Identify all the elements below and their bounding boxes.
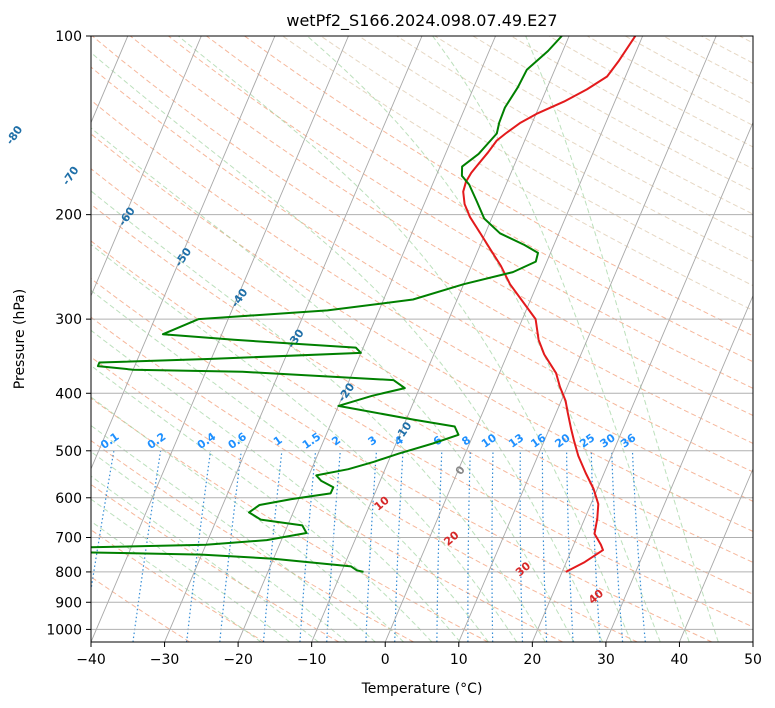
plot-frame: [90, 35, 754, 643]
moist-adiabat-line: [91, 243, 518, 642]
moist-adiabat-line: [177, 36, 632, 642]
isotherm-line: [237, 36, 496, 642]
plot-background: [91, 36, 753, 642]
dry-adiabat-line: [91, 356, 563, 642]
dry-adiabat-line: [91, 397, 489, 642]
x-tick-label: 0: [381, 652, 390, 668]
x-tick-label: 20: [523, 652, 541, 668]
x-tick-label: 30: [597, 652, 615, 668]
profile-lines: [91, 36, 637, 573]
mixing-ratio-line: [219, 450, 242, 642]
isotherm-line: [384, 36, 644, 642]
dry-adiabat-line: [91, 483, 340, 642]
mixing-ratio-line: [394, 450, 404, 642]
moist-adiabat-line: [432, 36, 690, 642]
moist-adiabat-line: [91, 289, 489, 642]
isotherm-line: [311, 36, 570, 642]
moist-adiabat-line: [91, 498, 291, 642]
moist-adiabat-line: [91, 329, 461, 642]
y-tick-label: 200: [55, 208, 82, 224]
mixing-ratio-line: [631, 450, 646, 642]
dry-adiabat-line: [244, 36, 753, 337]
y-tick-label: 800: [55, 565, 82, 581]
isotherm-line: [458, 36, 717, 642]
x-tick-label: −10: [297, 652, 327, 668]
y-tick-label: 700: [55, 531, 82, 547]
isotherm-line: [531, 121, 753, 642]
dry-adiabat-label: -80: [3, 123, 25, 147]
x-tick-label: 50: [744, 652, 762, 668]
moist-adiabat-line: [91, 520, 262, 642]
mixing-ratio-line: [590, 450, 601, 642]
moist-adiabat-line: [91, 475, 319, 642]
mixing-ratio-line: [365, 450, 378, 642]
isotherm-line: [164, 36, 423, 642]
dry-adiabat-line: [91, 277, 713, 642]
moist-adiabat-line: [91, 190, 546, 642]
x-axis: −40 −30 −20 −10 0 10 20 30 40 50: [76, 642, 762, 668]
y-tick-label: 500: [55, 444, 82, 460]
x-tick-label: 40: [671, 652, 689, 668]
isotherm-line: [91, 36, 202, 297]
y-axis: 100 200 300 400 500 600 700 800 900 1000: [46, 29, 91, 638]
moist-adiabat-line: [91, 364, 433, 642]
x-axis-title: Temperature (°C): [361, 681, 483, 697]
dry-adiabat-line: [91, 133, 753, 532]
mixing-ratio-line: [611, 450, 624, 642]
dry-adiabat-line: [206, 36, 753, 363]
moist-adiabat-line: [91, 51, 604, 642]
y-tick-label: 300: [55, 312, 82, 328]
reference-lines: [91, 36, 753, 642]
temperature-line: [462, 36, 637, 573]
mixing-ratio-line: [326, 450, 341, 642]
dry-adiabat-line: [91, 99, 753, 502]
x-tick-label: −40: [76, 652, 106, 668]
dry-adiabat-line: [168, 36, 753, 389]
dry-adiabat-line: [91, 529, 265, 642]
dry-adiabat-line: [91, 168, 753, 563]
moist-adiabat-line: [306, 36, 661, 642]
dry-adiabat-line: [91, 203, 753, 595]
dry-adiabat-line: [91, 240, 753, 628]
y-tick-label: 600: [55, 491, 82, 507]
x-tick-label: −30: [150, 652, 180, 668]
x-tick-label: 10: [450, 652, 468, 668]
y-tick-label: 100: [55, 29, 82, 45]
isotherm-line: [91, 36, 276, 471]
moist-adiabat-line: [91, 424, 376, 642]
y-tick-label: 400: [55, 386, 82, 402]
mixing-ratio-line: [299, 450, 317, 642]
y-axis-title: Pressure (hPa): [12, 289, 28, 389]
dry-adiabat-line: [91, 66, 753, 473]
moist-adiabat-line: [525, 36, 719, 642]
mixing-ratio-line: [186, 450, 212, 642]
isotherm-line: [605, 294, 753, 642]
dry-adiabat-label: -70: [60, 164, 82, 188]
chart-title: wetPf2_S166.2024.098.07.49.E27: [286, 11, 557, 31]
x-tick-label: −20: [223, 652, 253, 668]
y-tick-label: 900: [55, 595, 82, 611]
mixing-ratio-line: [262, 450, 283, 642]
dewpoint-line: [91, 36, 563, 573]
isotherm-line: [752, 640, 753, 642]
isotherm-line: [679, 467, 753, 642]
y-tick-label: 1000: [46, 622, 82, 638]
